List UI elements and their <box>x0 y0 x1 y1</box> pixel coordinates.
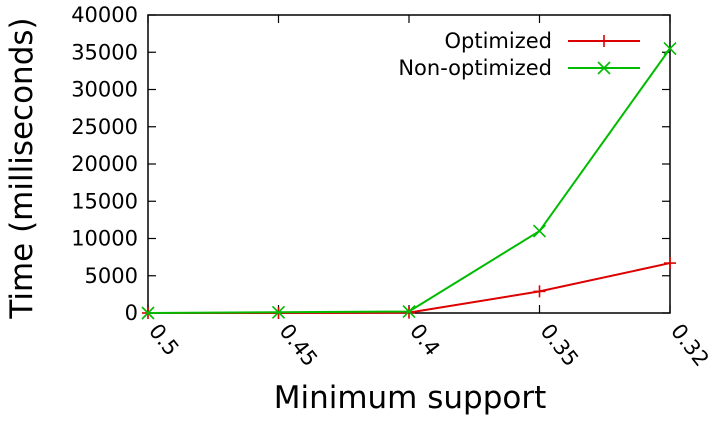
point-marker-d2 <box>532 224 547 238</box>
x-tick-label: 0.32 <box>666 319 711 371</box>
y-axis-title: Time (milliseconds) <box>4 17 40 319</box>
x-tick-label: 0.4 <box>405 319 444 360</box>
point-marker-d2 <box>141 306 155 320</box>
legend-label: Optimized <box>445 29 553 53</box>
series-non-optimized <box>141 41 677 320</box>
y-tick-label: 25000 <box>71 115 138 139</box>
x-tick-label: 0.5 <box>144 319 183 360</box>
x-tick-label: 0.35 <box>536 319 584 371</box>
point-marker-d2 <box>402 304 416 319</box>
series-layer <box>141 41 677 320</box>
point-marker-d2 <box>597 61 611 75</box>
y-tick-label: 10000 <box>71 227 138 251</box>
series-line <box>147 47 671 314</box>
series-optimized <box>142 257 676 319</box>
y-axis-ticks: 0 5000 10000 15000 20000 25000 30000 35000 40000 <box>71 3 670 325</box>
x-axis-title: Minimum support <box>274 380 547 416</box>
y-tick-label: 20000 <box>71 152 138 176</box>
y-tick-label: 40000 <box>71 3 138 27</box>
y-tick-label: 35000 <box>71 40 138 64</box>
point-marker-d2 <box>271 305 286 319</box>
point-marker-d2 <box>663 41 677 56</box>
y-tick-label: 30000 <box>71 78 138 102</box>
y-tick-label: 15000 <box>71 189 138 213</box>
legend: Optimized Non-optimized <box>398 29 640 80</box>
y-tick-label: 5000 <box>85 264 138 288</box>
legend-label: Non-optimized <box>398 56 552 80</box>
y-tick-label: 0 <box>125 301 138 325</box>
x-tick-label: 0.45 <box>275 319 323 371</box>
